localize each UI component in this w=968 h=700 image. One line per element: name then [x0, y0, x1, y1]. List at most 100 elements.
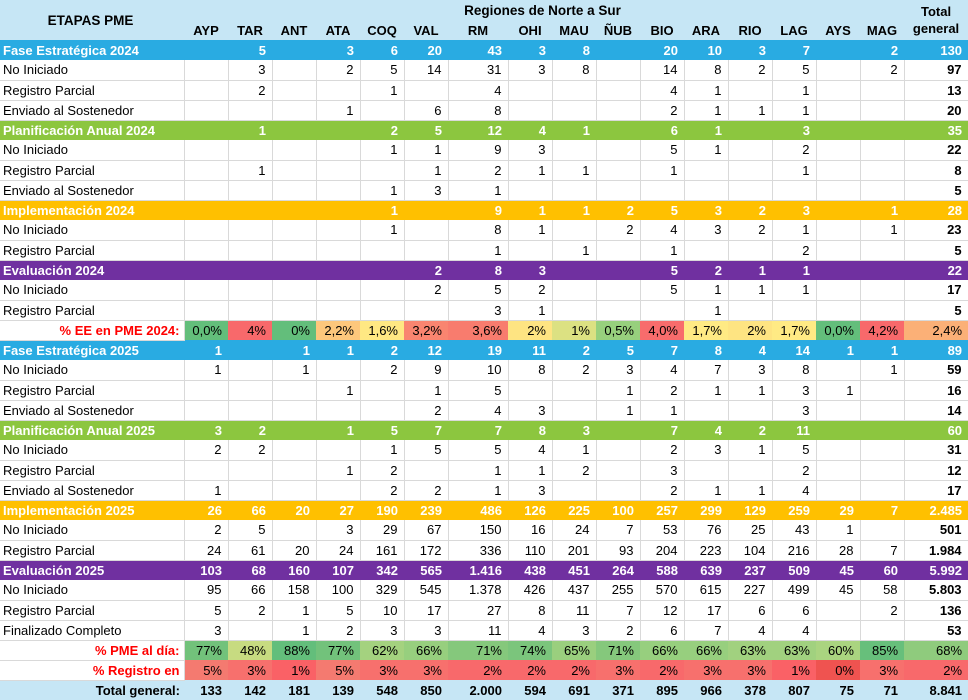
cell-tar: 66 [251, 502, 266, 518]
cell-ata [316, 300, 361, 321]
cell-val: 66% [404, 640, 448, 660]
cell-coq: 1 [360, 440, 405, 461]
cell-ant [272, 260, 316, 280]
cell-mau: 8 [552, 60, 597, 81]
cell-rio: 1 [728, 440, 773, 461]
cell-ara [684, 160, 729, 181]
cell-rm: 10 [448, 360, 509, 381]
cell-lag: 1,7% [772, 320, 816, 340]
cell-mag [860, 620, 905, 641]
cell-val [404, 80, 449, 101]
cell-lag: 1 [772, 220, 817, 241]
row-label: % EE en PME 2024: [0, 320, 185, 341]
cell-lag: 2 [772, 140, 817, 161]
row-label: No Iniciado [0, 280, 185, 301]
cell-ant [272, 120, 316, 140]
cell-coq: 62% [360, 640, 404, 660]
cell-mau: 201 [552, 540, 597, 561]
cell-val: 2 [404, 280, 449, 301]
cell-coq: 3% [360, 660, 404, 680]
cell-lag: 3 [772, 380, 817, 401]
column-header-ñub: ÑUB [596, 20, 640, 40]
cell-bio: 2 [640, 480, 685, 501]
cell-total: 8.841 [904, 680, 968, 700]
cell-val: 14 [404, 60, 449, 81]
cell-ayp: 24 [184, 540, 229, 561]
cell-ohi: 3 [538, 262, 546, 278]
etapas-pme-header: ETAPAS PME [0, 0, 184, 40]
cell-ata [316, 120, 360, 140]
cell-val: 239 [420, 502, 442, 518]
cell-ohi [508, 380, 553, 401]
cell-coq [360, 380, 405, 401]
cell-coq [360, 300, 405, 321]
row-14-ee-en-pme-2024: % EE en PME 2024: 0,0% 4% 0% 2,2% 1,6% 3,2% 3,6… [0, 320, 968, 341]
row-label: Fase Estratégica 2024 [3, 42, 139, 58]
cell-ays [816, 100, 861, 121]
cell-lag: 43 [772, 520, 817, 541]
cell-total: 68% [904, 640, 968, 660]
row-label: Registro Parcial [0, 160, 185, 181]
cell-ara [684, 400, 729, 421]
row-16-no-iniciado: No Iniciado 1 1 2 9 10 8 2 3 4 7 3 8 1 59 [0, 360, 968, 381]
column-header-ant: ANT [272, 20, 316, 40]
cell-ara: 17 [684, 600, 729, 621]
cell-ant: 20 [272, 540, 317, 561]
cell-mau: 1 [582, 202, 590, 218]
cell-total: 2.485 [929, 502, 963, 518]
cell-ayp: 3 [214, 422, 222, 438]
cell-ayp: 0,0% [184, 320, 228, 340]
cell-ñub: 371 [596, 680, 640, 700]
cell-ays [816, 480, 861, 501]
cell-ata: 3 [346, 42, 354, 58]
cell-bio: 66% [640, 640, 684, 660]
cell-mag: 1 [890, 202, 899, 218]
row-27-no-iniciado: No Iniciado 95 66 158 100 329 545 1.378 426 437 25… [0, 580, 968, 601]
cell-rm: 4 [448, 400, 509, 421]
row-21-registro-parcial: Registro Parcial 1 2 1 1 2 3 2 12 [0, 460, 968, 481]
cell-ayp [184, 40, 228, 60]
cell-rio: 6 [728, 600, 773, 621]
cell-ñub [596, 60, 641, 81]
cell-ays [816, 80, 861, 101]
cell-bio: 1 [640, 160, 685, 181]
row-label: Evaluación 2024 [3, 262, 105, 278]
cell-total: 31 [904, 440, 968, 461]
cell-mau: 1 [582, 122, 590, 138]
row-15-fase-estratégica-2025: Fase Estratégica 2025 1 1 1 2 12 19 11 2 5 7 8 4 14 1 1… [0, 340, 968, 360]
cell-rio [728, 400, 773, 421]
row-28-registro-parcial: Registro Parcial 5 2 1 5 10 17 27 8 11 7 12 17 6 6 2 136 [0, 600, 968, 621]
cell-ata: 1 [316, 460, 361, 481]
row-label: Registro Parcial [0, 540, 185, 561]
cell-ara: 3 [684, 220, 729, 241]
cell-val: 1 [404, 380, 449, 401]
cell-total: 5 [904, 180, 968, 201]
cell-ant [272, 100, 317, 121]
cell-ara: 223 [684, 540, 729, 561]
cell-ohi: 126 [524, 502, 546, 518]
cell-bio: 7 [670, 342, 678, 358]
cell-mau [552, 80, 597, 101]
cell-tar [228, 340, 272, 360]
cell-ays: 1 [816, 520, 861, 541]
cell-mag [860, 120, 904, 140]
cell-rm: 150 [448, 520, 509, 541]
cell-rm: 71% [448, 640, 508, 660]
cell-ohi: 1 [508, 160, 553, 181]
cell-mau: 1 [552, 160, 597, 181]
cell-rm: 9 [448, 140, 509, 161]
cell-val [404, 220, 449, 241]
cell-mau: 1% [552, 320, 596, 340]
cell-ata: 107 [332, 562, 354, 578]
cell-ara: 966 [684, 680, 728, 700]
cell-coq [360, 240, 405, 261]
cell-ara: 1 [684, 380, 729, 401]
column-header-lag: LAG [772, 20, 816, 40]
cell-rio: 3 [728, 360, 773, 381]
cell-rio [728, 160, 773, 181]
cell-coq: 2 [360, 460, 405, 481]
cell-mau [552, 480, 597, 501]
cell-rio [728, 240, 773, 261]
cell-ohi: 4 [538, 122, 546, 138]
cell-rio [728, 80, 773, 101]
